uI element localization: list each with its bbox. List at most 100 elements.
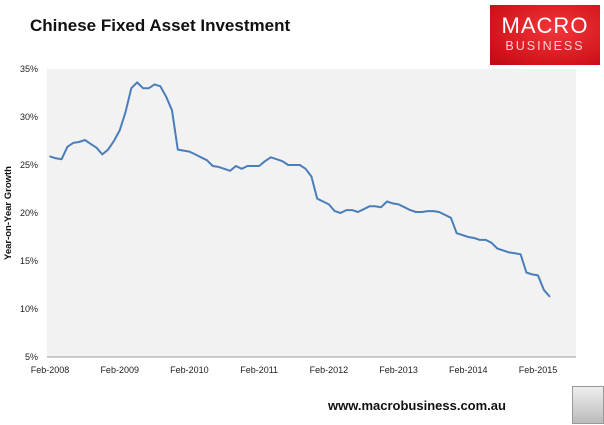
data-point xyxy=(548,295,551,298)
data-point xyxy=(362,208,365,210)
website-url: www.macrobusiness.com.au xyxy=(328,398,506,413)
data-point xyxy=(345,209,348,211)
data-point xyxy=(409,209,411,211)
data-point xyxy=(397,203,400,206)
data-point xyxy=(182,149,185,152)
data-point xyxy=(165,96,167,98)
data-point xyxy=(328,203,330,206)
data-point xyxy=(118,129,121,132)
data-point xyxy=(304,168,307,170)
data-point xyxy=(275,158,278,161)
data-point xyxy=(136,81,138,84)
x-tick-label: Feb-2008 xyxy=(31,365,70,375)
data-point xyxy=(368,205,371,208)
data-point xyxy=(455,232,458,234)
data-point xyxy=(299,164,301,166)
data-point xyxy=(223,168,226,170)
data-point xyxy=(206,159,208,161)
y-tick-label: 30% xyxy=(20,112,38,122)
x-tick-label: Feb-2010 xyxy=(170,365,209,375)
logo-line1: MACRO xyxy=(501,13,589,38)
data-point xyxy=(531,273,533,276)
data-point xyxy=(130,87,133,89)
data-point xyxy=(269,156,272,159)
data-point xyxy=(101,153,104,156)
data-point xyxy=(386,200,388,203)
data-point xyxy=(450,217,452,219)
x-tick-label: Feb-2013 xyxy=(379,365,418,375)
data-point xyxy=(72,142,75,144)
data-point xyxy=(124,111,127,113)
data-point xyxy=(264,160,266,162)
data-point xyxy=(513,252,516,255)
data-point xyxy=(357,211,359,213)
data-point xyxy=(147,87,150,89)
data-point xyxy=(519,253,522,256)
data-point xyxy=(316,197,319,200)
data-point xyxy=(502,249,504,252)
data-point xyxy=(339,212,342,214)
chart-title: Chinese Fixed Asset Investment xyxy=(30,16,291,35)
data-point xyxy=(287,164,289,166)
y-tick-label: 20% xyxy=(20,208,38,218)
data-point xyxy=(374,205,377,208)
data-point xyxy=(211,165,214,167)
data-point xyxy=(380,206,382,209)
data-point xyxy=(153,83,156,86)
data-point xyxy=(194,153,197,156)
data-point xyxy=(55,157,57,160)
x-tick-label: Feb-2009 xyxy=(100,365,139,375)
data-point xyxy=(235,165,237,167)
y-tick-label: 25% xyxy=(20,160,38,170)
data-point xyxy=(444,214,446,216)
data-point xyxy=(473,237,475,239)
data-point xyxy=(415,211,417,213)
x-tick-label: Feb-2014 xyxy=(449,365,488,375)
y-tick-label: 35% xyxy=(20,64,38,74)
data-point xyxy=(177,148,179,151)
data-point xyxy=(293,164,295,166)
data-point xyxy=(246,165,249,167)
data-point xyxy=(508,251,510,254)
data-point xyxy=(60,158,63,161)
data-point xyxy=(490,241,493,244)
plot-area xyxy=(47,69,576,357)
x-tick-label: Feb-2011 xyxy=(240,365,278,375)
data-point xyxy=(479,239,481,241)
data-point xyxy=(461,234,464,236)
data-point xyxy=(159,85,162,88)
data-point xyxy=(484,239,487,241)
data-point xyxy=(322,200,324,203)
data-point xyxy=(229,169,231,172)
data-point xyxy=(467,236,470,238)
data-point xyxy=(432,210,435,212)
data-point xyxy=(391,202,394,205)
data-point xyxy=(217,166,220,168)
data-point xyxy=(403,206,406,209)
data-point xyxy=(426,210,429,212)
logo-line2: BUSINESS xyxy=(505,39,585,53)
data-point xyxy=(107,148,109,151)
data-point xyxy=(537,274,539,277)
y-tick-label: 15% xyxy=(20,256,38,266)
data-point xyxy=(84,139,86,141)
data-point xyxy=(252,165,255,167)
data-point xyxy=(66,145,69,148)
data-point xyxy=(496,247,499,250)
y-tick-label: 5% xyxy=(25,352,38,362)
x-tick-label: Feb-2012 xyxy=(310,365,349,375)
data-point xyxy=(142,87,144,89)
data-point xyxy=(89,143,92,145)
data-point xyxy=(49,155,51,158)
y-tick-label: 10% xyxy=(20,304,38,314)
data-point xyxy=(188,150,191,153)
data-point xyxy=(95,146,98,149)
x-tick-label: Feb-2015 xyxy=(519,365,558,375)
data-point xyxy=(525,271,528,274)
data-point xyxy=(240,168,243,170)
data-point xyxy=(281,160,284,162)
macrobusiness-logo: MACRO BUSINESS xyxy=(490,5,600,65)
data-point xyxy=(171,109,173,112)
data-point xyxy=(310,175,313,178)
